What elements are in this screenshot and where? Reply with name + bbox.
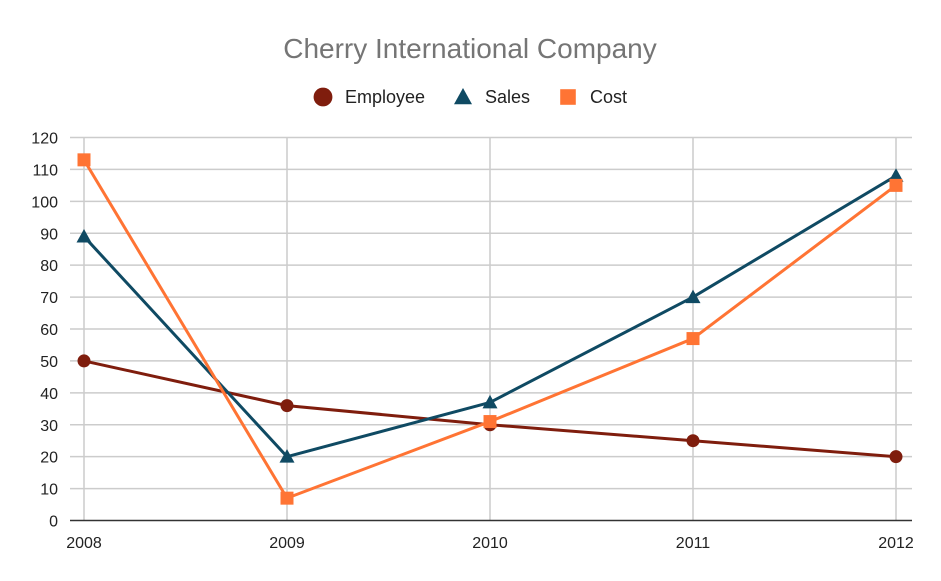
y-tick-label: 110	[32, 162, 58, 179]
y-tick-label: 30	[40, 418, 58, 435]
x-tick-label: 2009	[269, 535, 305, 552]
data-point-sales	[482, 394, 498, 409]
legend-marker-cost	[560, 89, 576, 105]
y-tick-label: 70	[40, 290, 58, 307]
y-axis-ticks: 0 10 20 30 40 50 60 70 80 90 100 110 120	[31, 131, 58, 531]
y-tick-label: 40	[40, 386, 58, 403]
data-point-cost	[77, 153, 91, 167]
legend-label: Sales	[485, 87, 530, 107]
series-cost	[77, 153, 903, 505]
data-point-cost	[889, 178, 903, 192]
y-tick-label: 10	[40, 482, 58, 499]
y-tick-label: 80	[40, 258, 58, 275]
x-tick-label: 2010	[472, 535, 508, 552]
data-point-employee	[77, 354, 91, 368]
x-tick-label: 2012	[878, 535, 914, 552]
data-point-employee	[686, 434, 700, 448]
legend: Employee Sales Cost	[313, 87, 627, 107]
legend-marker-sales	[454, 88, 472, 105]
data-point-sales	[888, 168, 904, 182]
y-tick-label: 100	[31, 194, 58, 211]
data-point-sales	[279, 449, 295, 463]
y-tick-label: 60	[40, 322, 58, 339]
legend-label: Cost	[590, 87, 627, 107]
y-tick-label: 50	[40, 354, 58, 371]
data-point-sales	[76, 228, 92, 243]
legend-item-sales: Sales	[454, 87, 530, 107]
legend-label: Employee	[345, 87, 425, 107]
data-point-sales	[685, 289, 701, 304]
x-tick-label: 2011	[676, 535, 711, 552]
legend-item-cost: Cost	[560, 87, 627, 107]
data-point-cost	[686, 332, 700, 346]
legend-marker-employee	[313, 87, 333, 107]
y-tick-label: 0	[49, 514, 58, 531]
series-group	[76, 153, 904, 505]
chart-title: Cherry International Company	[283, 33, 657, 64]
data-point-employee	[280, 399, 294, 413]
data-point-cost	[280, 491, 294, 505]
data-point-cost	[483, 415, 497, 429]
y-tick-label: 90	[40, 226, 58, 243]
legend-item-employee: Employee	[313, 87, 425, 107]
x-tick-label: 2008	[66, 535, 102, 552]
horizontal-gridlines	[70, 136, 912, 522]
y-tick-label: 20	[40, 450, 58, 467]
data-point-employee	[889, 450, 903, 464]
y-tick-label: 120	[31, 131, 58, 148]
x-axis-ticks: 2008 2009 2010 2011 2012	[66, 535, 914, 552]
